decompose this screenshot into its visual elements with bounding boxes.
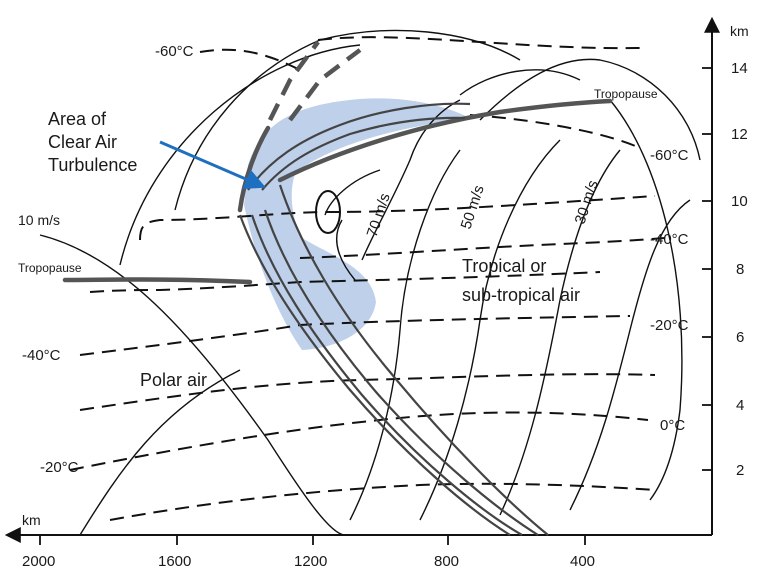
frontal-zone-lines: [238, 102, 549, 536]
wind-label-10: 10 m/s: [18, 212, 60, 228]
x-tick-label: 1200: [294, 553, 327, 570]
cat-label-line-3: Turbulence: [48, 155, 137, 175]
y-tick-label: 6: [736, 329, 744, 346]
x-tick-marks: [39, 535, 586, 545]
y-tick-label: 8: [736, 261, 744, 278]
cat-arrow: [159, 140, 266, 189]
cat-label-line-2: Clear Air: [48, 132, 117, 152]
y-tick-label: 12: [731, 126, 748, 143]
wind-label-70: 70 m/s: [364, 191, 394, 239]
temp-label: -40°C: [650, 231, 689, 248]
tropical-air-label: Tropical or sub-tropical air: [462, 256, 580, 305]
jet-core-ellipse: [315, 190, 341, 234]
polar-air-label: Polar air: [140, 370, 207, 390]
temp-label: 0°C: [660, 417, 685, 434]
y-axis-unit: km: [730, 23, 749, 39]
x-tick-label: 2000: [22, 553, 55, 570]
x-tick-label: 400: [570, 553, 595, 570]
cat-region: [244, 98, 470, 351]
frontal-dashed-lines: [267, 40, 362, 122]
x-axis-unit: km: [22, 512, 41, 528]
y-tick-label: 4: [736, 397, 744, 414]
temp-label: -60°C: [650, 147, 689, 164]
tropopause-label-right: Tropopause: [594, 87, 658, 101]
y-tick-label: 10: [731, 193, 748, 210]
temp-label: -20°C: [40, 459, 79, 476]
tropopause-label-left: Tropopause: [18, 261, 82, 275]
cat-label-line-1: Area of: [48, 109, 107, 129]
y-tick-marks: [702, 67, 712, 471]
temp-label: -20°C: [650, 317, 689, 334]
x-tick-label: 800: [434, 553, 459, 570]
cat-area-label: Area of Clear Air Turbulence: [48, 109, 137, 175]
isotherm-lines: [69, 36, 666, 521]
temp-label: -40°C: [22, 347, 61, 364]
temp-label: -60°C: [155, 43, 194, 60]
tropopause-lines: [62, 98, 613, 285]
tropical-label-line-1: Tropical or: [462, 256, 546, 276]
y-tick-label: 14: [731, 60, 748, 77]
tropical-label-line-2: sub-tropical air: [462, 285, 580, 305]
y-tick-label: 2: [736, 462, 744, 479]
x-tick-label: 1600: [158, 553, 191, 570]
